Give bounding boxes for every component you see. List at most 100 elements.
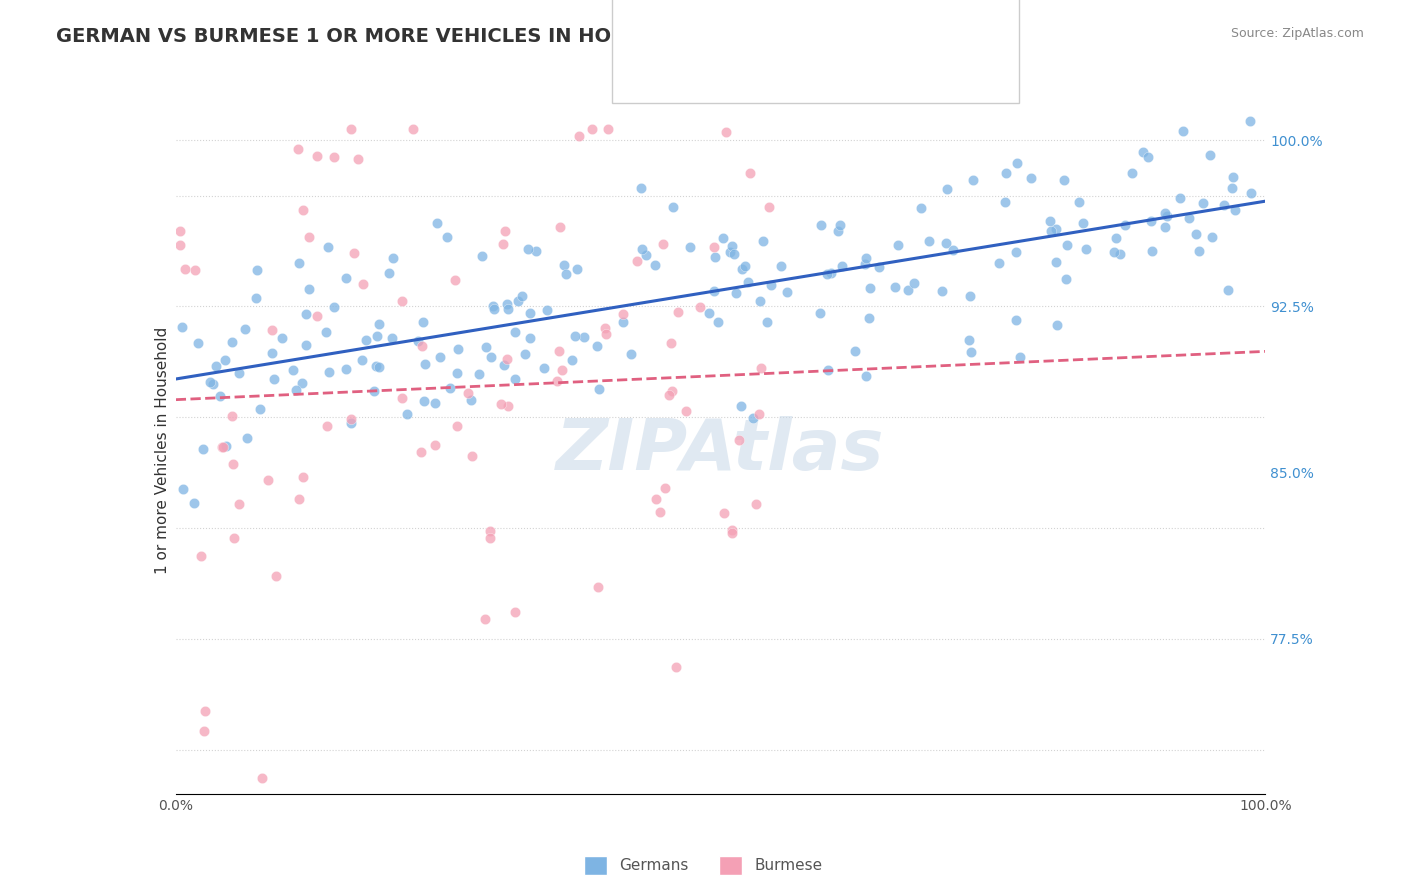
Point [703,239,725,253]
Point [1004,313,1026,327]
Point [652,237,675,252]
Point [859,280,882,294]
Point [572,329,595,343]
Point [1039,214,1062,228]
Point [368,317,391,331]
Point [858,310,880,325]
Point [703,285,725,299]
Point [721,523,744,537]
Point [737,275,759,289]
Point [347,152,370,166]
Point [221,335,243,350]
Point [1010,351,1032,365]
Point [475,341,498,355]
Point [222,531,245,545]
Point [731,262,754,277]
Point [658,388,681,402]
Point [228,366,250,380]
Point [723,247,745,261]
Point [1105,231,1128,245]
Point [636,248,658,262]
Point [322,300,344,314]
Point [810,218,832,232]
Point [551,363,574,377]
Point [758,201,780,215]
Point [903,276,925,290]
Point [489,397,512,411]
Point [461,449,484,463]
Point [546,374,568,388]
Point [482,302,505,317]
Point [340,417,363,431]
Point [245,291,267,305]
Point [612,307,634,321]
Point [644,491,666,506]
Point [855,368,877,383]
Point [1045,255,1067,269]
Point [471,249,494,263]
Point [519,306,541,320]
Point [492,237,515,252]
Point [198,375,221,389]
Point [391,392,413,406]
Point [748,293,770,308]
Point [936,182,959,196]
Point [648,505,671,519]
Point [468,367,491,381]
Point [1222,170,1244,185]
Point [1005,156,1028,170]
Point [412,315,434,329]
Point [734,259,756,273]
Point [959,345,981,359]
Point [256,473,278,487]
Point [193,723,215,738]
Point [1067,194,1090,209]
Point [194,704,217,718]
Point [516,242,538,256]
Point [730,399,752,413]
Point [460,392,482,407]
Legend:  R = 0.778   N = 189,  R = 0.156   N =  86: R = 0.778 N = 189, R = 0.156 N = 86 [693,9,938,76]
Point [769,259,792,273]
Point [725,285,748,300]
Point [536,302,558,317]
Point [169,238,191,252]
Point [853,256,876,270]
Point [492,358,515,372]
Point [295,338,318,352]
Point [752,234,775,248]
Point [271,331,294,345]
Point [450,797,472,812]
Point [263,371,285,385]
Point [381,331,404,345]
Point [931,284,953,298]
Point [1168,191,1191,205]
Point [661,384,683,398]
Point [718,244,741,259]
Point [942,244,965,258]
Y-axis label: 1 or more Vehicles in Household: 1 or more Vehicles in Household [155,326,170,574]
Point [402,122,425,136]
Point [479,524,502,539]
Point [354,333,377,347]
Point [776,285,799,299]
Point [1114,218,1136,232]
Point [482,299,505,313]
Point [515,347,537,361]
Point [1188,244,1211,258]
Point [868,260,890,274]
Point [831,259,853,273]
Point [406,334,429,348]
Point [366,328,388,343]
Point [727,433,749,447]
Point [193,442,215,457]
Point [626,253,648,268]
Point [519,331,541,345]
Point [745,497,768,511]
Point [496,399,519,413]
Point [505,372,527,386]
Point [382,251,405,265]
Point [350,352,373,367]
Point [586,339,609,353]
Point [1132,145,1154,159]
